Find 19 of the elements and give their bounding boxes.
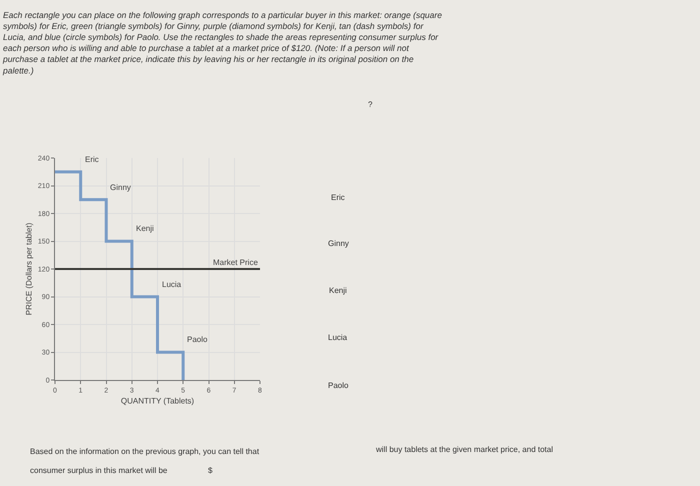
text: ? bbox=[368, 100, 373, 109]
text: $ bbox=[208, 466, 213, 475]
annotation: Ginny bbox=[110, 183, 131, 192]
x-axis-title: QUANTITY (Tablets) bbox=[120, 396, 194, 406]
y-axis-title: PRICE (Dollars per tablet) bbox=[24, 222, 34, 316]
annotation: Eric bbox=[85, 155, 99, 164]
text: Lucia bbox=[328, 333, 348, 342]
text: Paolo bbox=[328, 381, 350, 390]
ref-line-label: Market Price bbox=[213, 258, 258, 267]
text: Ginny bbox=[328, 239, 349, 248]
text: consumer surplus in this market will be bbox=[30, 466, 168, 475]
text: will buy tablets at the given market price, and total bbox=[375, 445, 554, 454]
text: Eric bbox=[331, 193, 345, 202]
annotation: Lucia bbox=[162, 280, 182, 289]
chart-title: Each rectangle you can place on the following graph corresponds to a particular buyer in this market: orange (square symbols) for Eric, green (triangle symbols) for Ginny, purple (diamond symbols) for Kenji, tan (dash symbols) for Lucia, and blue (circle symbols) for Paolo. Use the rectangles to shade the areas representing consumer surplus for each person who is willing and able to purchase a tablet at a market price of $120. (Note: If a person will not purchase a tablet at the market price, indicate this by leaving his or her rectangle in its original position on the palette.) bbox=[2, 10, 442, 76]
annotation: Paolo bbox=[187, 335, 208, 344]
annotation: Kenji bbox=[136, 224, 154, 233]
text: Based on the information on the previous graph, you can tell that bbox=[30, 447, 260, 456]
text: Kenji bbox=[329, 286, 348, 295]
